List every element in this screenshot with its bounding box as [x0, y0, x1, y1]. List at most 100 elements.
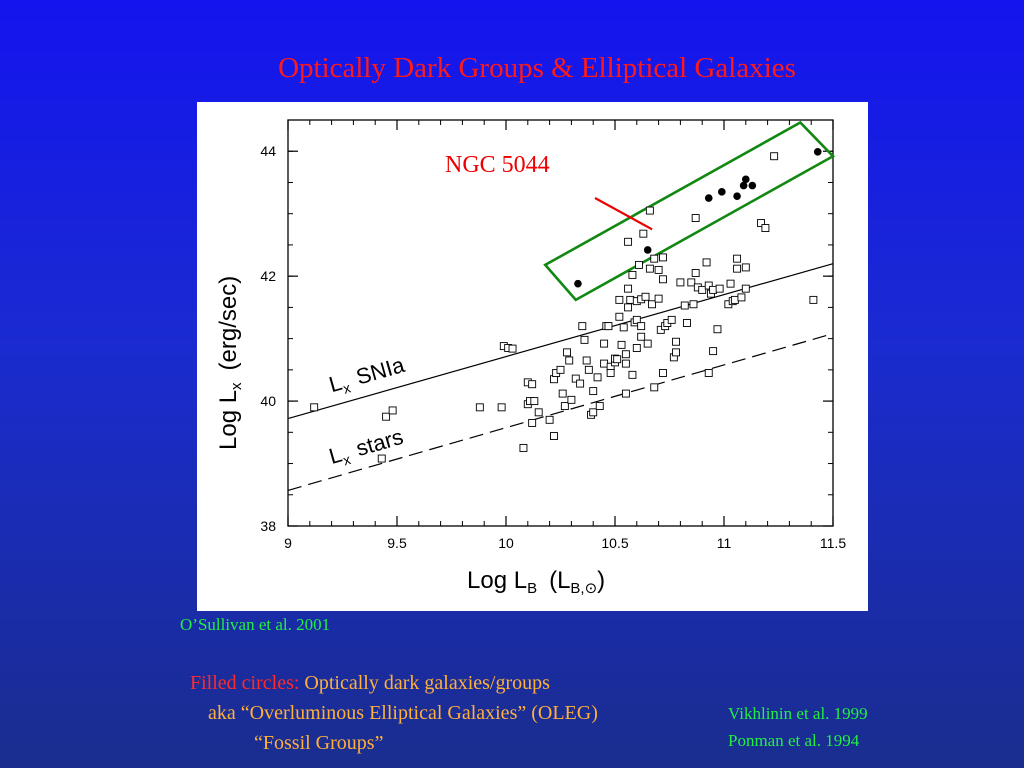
open-square-point [619, 323, 628, 332]
x-tick-label: 11 [717, 535, 732, 551]
open-square-point [682, 319, 691, 327]
legend-line-filled: Filled circles: Optically dark galaxies/… [190, 668, 598, 698]
open-square-point [593, 373, 602, 382]
filled-circle-point [643, 246, 652, 254]
open-square-point [578, 322, 587, 331]
filled-circle-point [739, 181, 748, 190]
ngc5044-label: NGC 5044 [445, 152, 550, 178]
open-square-point [615, 295, 624, 304]
open-square-point [388, 406, 397, 415]
open-square-point [733, 264, 742, 273]
x-tick-label: 10 [498, 535, 514, 551]
open-square-point [770, 152, 779, 161]
filled-circle-point [704, 194, 713, 202]
open-square-point [606, 369, 615, 377]
filled-circle-point [733, 192, 741, 201]
y-tick-label: 42 [260, 268, 276, 284]
open-square-point [624, 284, 633, 293]
open-square-point [528, 418, 537, 427]
open-square-point [624, 237, 633, 246]
open-square-point [672, 348, 680, 357]
fit-lines: LxSNIa Lxstars [287, 263, 834, 491]
open-square-point [556, 365, 565, 374]
open-square-point [617, 340, 626, 349]
open-square-point [580, 335, 589, 344]
open-square-point [713, 325, 722, 334]
open-square-point [730, 295, 739, 304]
open-square-point [709, 347, 718, 356]
highlight-box [543, 120, 836, 302]
open-square-point [377, 454, 386, 463]
open-square-point [654, 294, 663, 303]
y-axis-ticks: 38 40 42 44 [260, 119, 833, 534]
x-axis-label: Log LB (LB,⊙) [467, 567, 605, 597]
open-square-point [741, 284, 750, 293]
open-square-point [715, 284, 724, 293]
open-square-point [680, 301, 689, 310]
open-square-point [645, 264, 654, 273]
open-square-point [741, 263, 750, 272]
stars-line [287, 333, 834, 491]
open-square-point [702, 258, 711, 267]
x-tick-label: 10.5 [601, 535, 628, 551]
open-square-point [567, 395, 576, 404]
open-square-point [698, 285, 707, 294]
open-square-point [709, 285, 718, 294]
open-square-point [704, 369, 713, 377]
open-square-point [595, 402, 604, 411]
open-square-point [534, 408, 543, 417]
citation: O’Sullivan et al. 2001 [180, 615, 331, 634]
open-square-point [809, 295, 818, 304]
open-square-point [563, 348, 571, 357]
slide-title: Optically Dark Groups & Elliptical Galax… [278, 52, 796, 84]
open-square-point [632, 315, 641, 324]
open-square-point [639, 229, 648, 238]
filled-circle-point [748, 181, 757, 190]
open-square-points [310, 152, 818, 463]
x-tick-label: 11.5 [820, 535, 846, 551]
reference-1: Vikhlinin et al. 1999 [728, 704, 868, 723]
open-square-point [654, 265, 663, 274]
open-square-point [560, 402, 569, 411]
y-axis-label: Log Lx(erg/sec) [215, 276, 245, 450]
open-square-point [687, 278, 696, 287]
open-square-point [565, 356, 574, 365]
open-square-point [737, 293, 746, 302]
open-square-point [382, 412, 391, 421]
plot-frame [287, 119, 834, 527]
open-square-point [550, 432, 558, 441]
open-square-point [628, 370, 637, 379]
open-square-point [558, 389, 567, 398]
open-square-point [650, 254, 659, 263]
open-square-point [621, 359, 630, 368]
open-square-point [600, 339, 609, 348]
open-square-point [691, 269, 700, 277]
open-square-point [659, 253, 667, 262]
open-square-point [310, 403, 319, 412]
open-square-point [604, 322, 613, 331]
open-square-point [648, 300, 657, 309]
open-square-point [600, 359, 609, 368]
y-tick-label: 44 [260, 143, 276, 159]
filled-circle-point [574, 279, 582, 288]
legend-block: Filled circles: Optically dark galaxies/… [190, 668, 598, 758]
open-square-point [508, 344, 517, 353]
open-square-point [519, 443, 528, 452]
stars-line-label: Lxstars [326, 424, 407, 472]
open-square-point [475, 403, 484, 412]
open-square-point [582, 356, 591, 365]
highlight-box-group [543, 120, 836, 302]
open-square-point [528, 380, 537, 389]
open-square-point [641, 292, 650, 301]
references: Vikhlinin et al. 1999 Ponman et al. 1994 [728, 700, 868, 754]
legend-aka: aka “Overluminous Elliptical Galaxies” (… [208, 702, 598, 724]
x-tick-label: 9 [284, 535, 292, 551]
open-square-point [621, 350, 630, 359]
open-square-point [676, 278, 685, 287]
scatter-figure: 9 9.5 10 10.5 11 11.5 38 40 42 44 LxSNIa Lxstars … [197, 102, 868, 611]
open-square-point [571, 374, 580, 383]
y-tick-label: 40 [260, 393, 276, 409]
filled-circle-point [718, 188, 726, 196]
open-square-point [643, 339, 652, 348]
